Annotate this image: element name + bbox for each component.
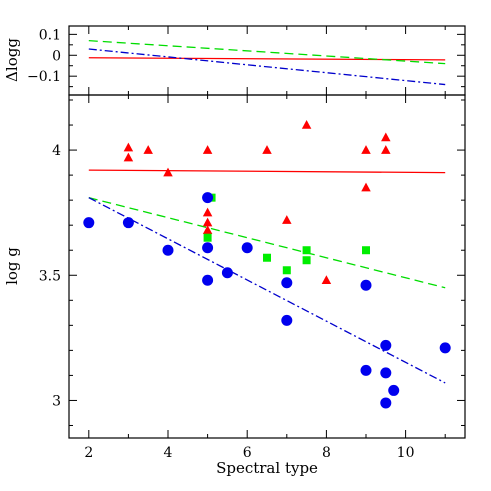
top-frame xyxy=(68,25,466,96)
triangle-marker xyxy=(321,275,332,285)
triangle-marker xyxy=(381,132,391,142)
top-y-axis-label: Δlogg xyxy=(3,38,21,82)
circle-marker xyxy=(221,267,233,279)
triangle-marker xyxy=(143,145,153,154)
top-y-tick-label: 0.1 xyxy=(39,27,61,43)
circle-marker xyxy=(380,397,392,409)
top-panel: −0.1 0 0.1 xyxy=(27,25,466,96)
square-marker xyxy=(282,266,291,275)
top-residual-dashdot-line xyxy=(88,48,446,86)
top-residual-dashed-line xyxy=(88,39,446,65)
main-x-tick-label: 2 xyxy=(84,445,93,461)
main-x-tick-label: 8 xyxy=(322,445,331,461)
main-fit-dashdot-line xyxy=(88,197,446,384)
square-marker xyxy=(362,246,370,255)
square-marker xyxy=(263,253,271,262)
main-y-tick-label: 3.5 xyxy=(39,268,61,284)
main-y-tick-label: 4 xyxy=(52,143,61,159)
circle-marker xyxy=(83,217,95,229)
main-x-tick-label: 10 xyxy=(397,445,415,461)
main-y-axis-label: log g xyxy=(3,247,21,285)
triangle-marker xyxy=(163,167,173,177)
circle-marker xyxy=(388,384,400,396)
triangle-marker xyxy=(123,152,134,162)
triangle-marker xyxy=(202,225,213,234)
triangle-marker xyxy=(282,215,292,224)
circle-marker xyxy=(202,274,214,286)
circle-marker xyxy=(380,367,392,379)
main-panel: 2 4 6 8 10 3 3.5 4 xyxy=(39,94,466,461)
main-frame xyxy=(68,94,466,439)
triangle-marker xyxy=(123,142,134,152)
square-marker xyxy=(302,246,311,255)
triangle-marker xyxy=(202,145,213,154)
main-fit-solid-line xyxy=(88,169,446,174)
circle-marker xyxy=(202,192,214,204)
triangle-marker xyxy=(202,217,213,227)
triangle-marker xyxy=(202,207,213,217)
circle-marker xyxy=(162,244,174,256)
circle-marker xyxy=(281,277,293,289)
main-x-tick-label: 4 xyxy=(164,445,173,461)
circle-marker xyxy=(241,242,253,254)
circle-marker xyxy=(202,242,214,254)
triangle-marker xyxy=(301,120,312,129)
top-y-tick-label: −0.1 xyxy=(27,69,61,85)
triangle-marker xyxy=(381,145,391,154)
circle-marker xyxy=(360,279,372,291)
main-x-axis-label: Spectral type xyxy=(216,459,318,477)
circle-marker xyxy=(281,314,293,326)
square-marker xyxy=(302,256,311,265)
circle-marker xyxy=(439,342,451,354)
circle-marker xyxy=(122,217,134,229)
circle-marker xyxy=(360,364,372,376)
top-y-tick-label: 0 xyxy=(52,48,61,64)
circle-marker xyxy=(380,339,392,351)
square-marker xyxy=(203,233,212,242)
triangle-marker xyxy=(361,182,371,192)
triangle-marker xyxy=(361,145,371,154)
triangle-marker xyxy=(262,145,272,154)
top-residual-solid-line xyxy=(88,57,446,61)
main-x-tick-label: 6 xyxy=(243,445,252,461)
main-fit-dashed-line xyxy=(88,197,446,289)
main-y-tick-label: 3 xyxy=(52,393,61,409)
